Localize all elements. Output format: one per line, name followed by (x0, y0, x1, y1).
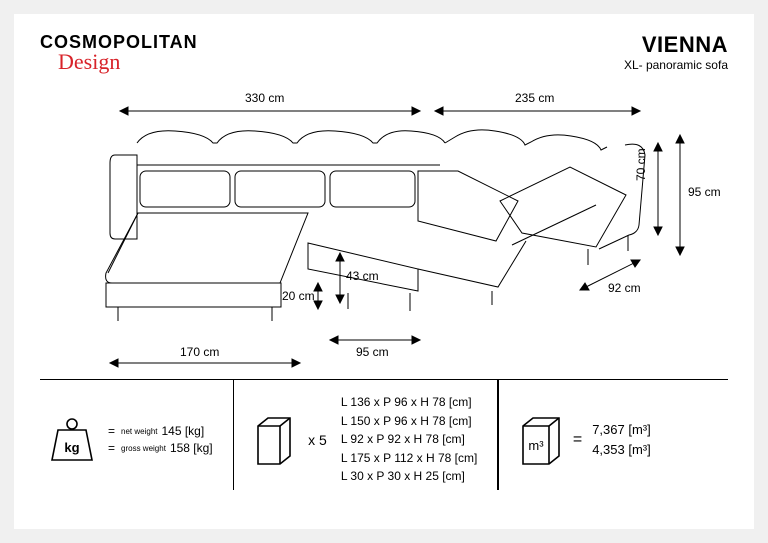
pkg-line: L 92 x P 92 x H 78 [cm] (341, 430, 478, 449)
sofa-svg (40, 85, 720, 375)
brand-block: COSMOPOLITAN Design (40, 32, 198, 75)
svg-text:kg: kg (64, 440, 79, 455)
package-list: L 136 x P 96 x H 78 [cm] L 150 x P 96 x … (341, 393, 478, 486)
volume-values: 7,367 [m³] 4,353 [m³] (592, 420, 651, 459)
dim-top-left: 330 cm (245, 91, 284, 105)
dim-bottom-mid: 95 cm (356, 345, 389, 359)
weight-values: =net weight 145 [kg] =gross weight 158 [… (102, 421, 213, 458)
product-block: VIENNA XL- panoramic sofa (624, 32, 728, 72)
pkg-line: L 136 x P 96 x H 78 [cm] (341, 393, 478, 412)
svg-text:m³: m³ (528, 438, 544, 453)
spec-sheet: COSMOPOLITAN Design VIENNA XL- panoramic… (14, 14, 754, 529)
gross-weight-line: =gross weight 158 [kg] (102, 441, 213, 455)
package-count: x 5 (308, 432, 327, 448)
dimension-drawing: 330 cm 235 cm 95 cm 70 cm 92 cm 43 cm 20… (40, 85, 728, 375)
dim-depth: 92 cm (608, 281, 641, 295)
volume-1: 7,367 [m³] (592, 420, 651, 440)
volume-icon: m³ (519, 414, 563, 466)
pkg-line: L 150 x P 96 x H 78 [cm] (341, 412, 478, 431)
dim-leg-h: 20 cm (282, 289, 315, 303)
product-name: VIENNA (624, 32, 728, 58)
volume-block: m³ = 7,367 [m³] 4,353 [m³] (509, 390, 661, 489)
info-bar: kg =net weight 145 [kg] =gross weight 15… (40, 379, 728, 489)
dim-bottom-left: 170 cm (180, 345, 219, 359)
weight-block: kg =net weight 145 [kg] =gross weight 15… (40, 390, 223, 489)
dim-right-total: 95 cm (688, 185, 721, 199)
header: COSMOPOLITAN Design VIENNA XL- panoramic… (40, 32, 728, 75)
weight-icon: kg (50, 416, 94, 464)
package-block: x 5 L 136 x P 96 x H 78 [cm] L 150 x P 9… (244, 390, 487, 489)
dim-right-back: 70 cm (634, 148, 648, 181)
net-weight-line: =net weight 145 [kg] (102, 424, 213, 438)
pkg-line: L 175 x P 112 x H 78 [cm] (341, 449, 478, 468)
pkg-line: L 30 x P 30 x H 25 [cm] (341, 467, 478, 486)
dim-seat-h: 43 cm (346, 269, 379, 283)
volume-2: 4,353 [m³] (592, 440, 651, 460)
dim-top-right: 235 cm (515, 91, 554, 105)
product-subtitle: XL- panoramic sofa (624, 58, 728, 72)
box-icon (254, 414, 294, 466)
